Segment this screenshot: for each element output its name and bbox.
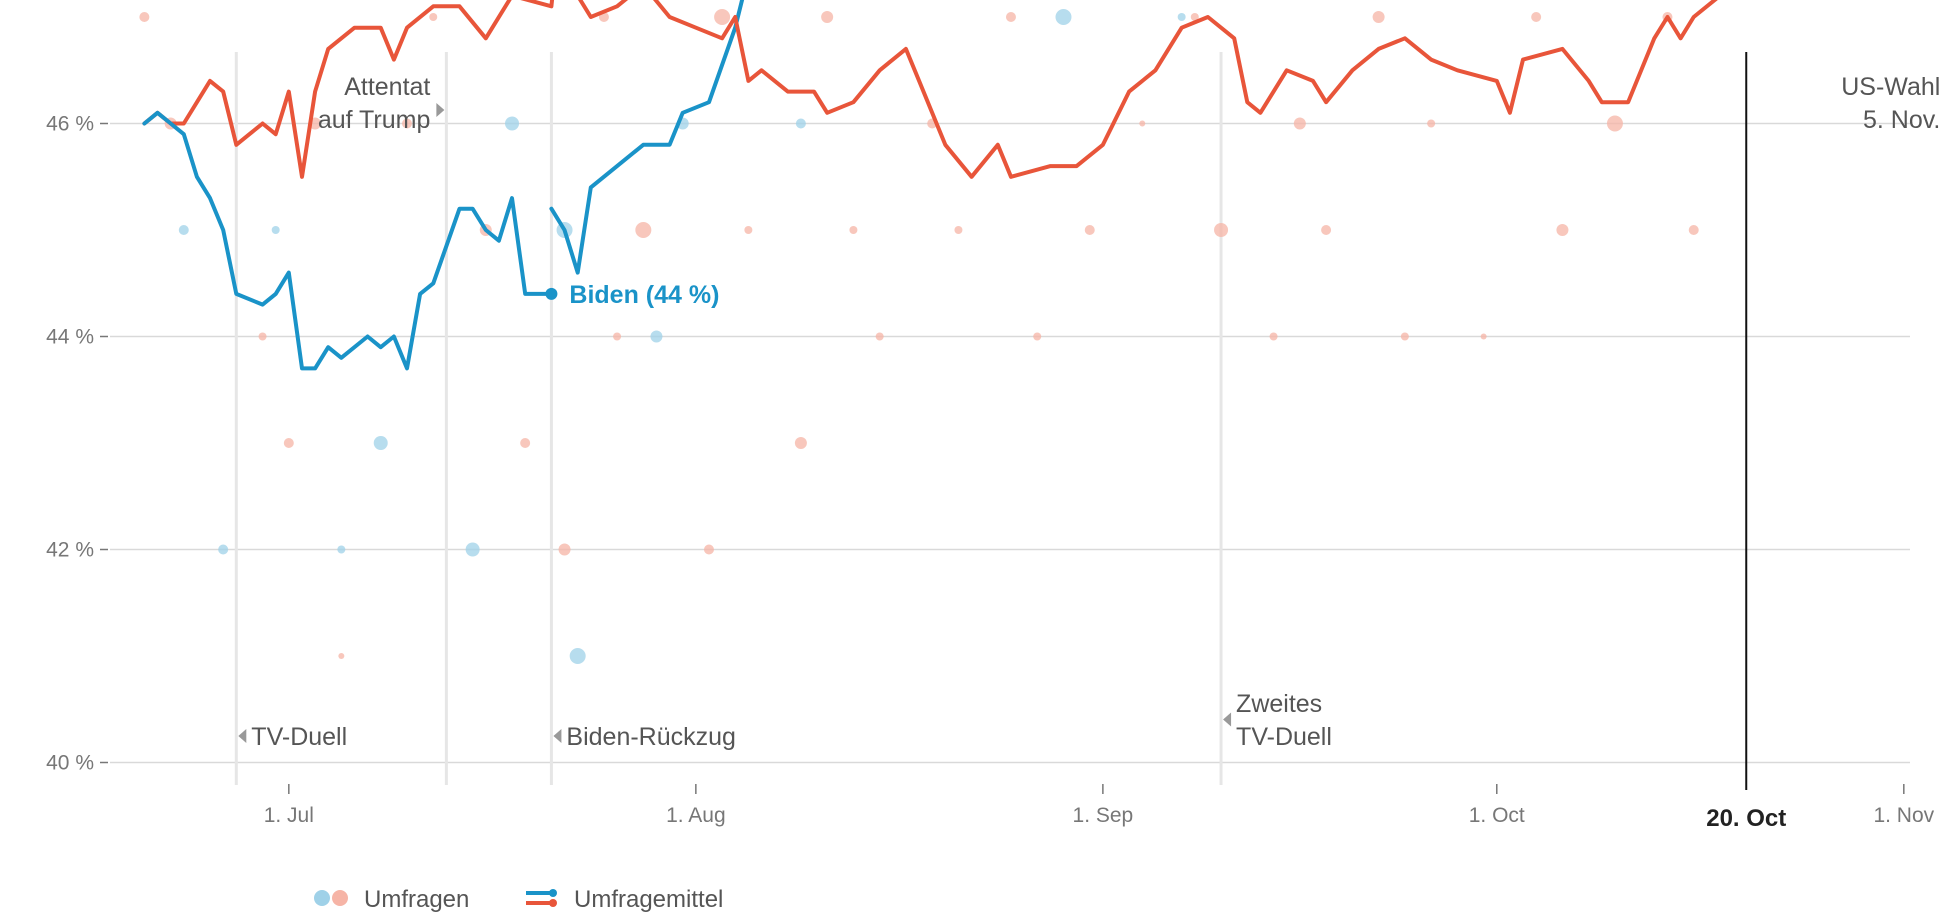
legend-poll-dot-trump [332, 890, 348, 906]
poll-dot-trump [635, 222, 652, 238]
poll-dot-trump [429, 13, 438, 21]
poll-dot-harris [178, 225, 189, 235]
y-tick-label: 42 % [46, 539, 94, 562]
poll-dot-trump [1688, 225, 1699, 235]
event-label: US-Wahl [1841, 73, 1940, 101]
poll-dot-harris [373, 436, 388, 450]
poll-dot-trump [558, 543, 571, 556]
poll-dot-trump [1480, 333, 1487, 340]
poll-dot-trump [1190, 13, 1199, 21]
series-lines [142, 0, 1718, 371]
poll-dot-harris [218, 544, 229, 555]
poll-dot-trump [794, 437, 807, 449]
event-label: auf Trump [318, 106, 431, 134]
legend-polls-label: Umfragen [364, 886, 469, 913]
poll-dot-harris [337, 545, 346, 554]
x-tick-label: 1. Oct [1469, 804, 1525, 827]
poll-dot-trump [1400, 332, 1409, 341]
poll-dot-trump [1139, 120, 1146, 127]
poll-dot-trump [714, 9, 731, 25]
y-tick-label: 40 % [46, 752, 94, 775]
series-end-label-biden: Biden (44 %) [569, 281, 719, 309]
event-label: 5. Nov. [1863, 106, 1940, 134]
event-label: Attentat [344, 73, 430, 101]
poll-dot-trump [1214, 223, 1229, 237]
poll-dot-trump [1269, 332, 1278, 341]
poll-dot-harris [1055, 9, 1072, 25]
poll-dot-trump [1531, 12, 1542, 22]
poll-dot-trump [613, 332, 622, 341]
poll-dot-trump [520, 438, 531, 448]
event-arrow-icon [238, 729, 247, 743]
event-arrow-icon [553, 729, 562, 743]
poll-dot-trump [1033, 332, 1042, 341]
poll-dot-trump [1005, 12, 1016, 22]
poll-dot-harris [650, 330, 663, 343]
x-tick-label: 1. Aug [666, 804, 726, 827]
poll-dot-harris [271, 226, 280, 234]
poll-dot-trump [744, 226, 753, 234]
current-date-label: 20. Oct [1706, 805, 1786, 832]
poll-dot-trump [401, 118, 412, 129]
event-arrow-icon [436, 103, 445, 117]
x-tick-label: 1. Jul [264, 804, 314, 827]
event-labels: TV-Duell Attentat auf Trump Biden-Rückzug Zw… [238, 73, 1940, 751]
poll-dot-trump [1606, 115, 1623, 132]
legend-average-label: Umfragemittel [574, 886, 723, 913]
poll-dot-trump [139, 12, 150, 22]
poll-dot-trump [1321, 225, 1332, 235]
event-label: Zweites [1236, 690, 1322, 718]
x-tick-label: 1. Sep [1073, 804, 1134, 827]
poll-dot-harris [465, 542, 480, 557]
poll-dot-trump [849, 226, 858, 234]
poll-dot-harris [795, 118, 806, 129]
event-label: TV-Duell [251, 723, 347, 751]
series-line-biden [142, 110, 554, 371]
series-end-dot-biden [545, 287, 558, 300]
legend-dot-harris [549, 889, 557, 897]
poll-dot-harris [1177, 13, 1186, 21]
poll-dot-trump [283, 438, 294, 448]
poll-dot-harris [569, 648, 586, 664]
poll-dot-trump [875, 332, 884, 341]
legend-dot-trump [549, 899, 557, 907]
event-lines [234, 52, 1223, 785]
y-tick-label: 46 % [46, 113, 94, 136]
poll-dot-trump [1427, 119, 1436, 128]
poll-dot-trump [1556, 224, 1569, 236]
event-arrow-icon [1223, 712, 1232, 727]
poll-dot-trump [954, 226, 963, 234]
poll-dot-trump [821, 11, 834, 23]
poll-dot-trump [1084, 225, 1095, 235]
poll-dot-trump [338, 653, 345, 659]
series-end-labels: Harris (49 %)Trump (48 %)Biden (44 %) [569, 281, 719, 309]
series-line-trump [142, 0, 1718, 179]
poll-dot-trump [703, 544, 714, 555]
poll-dot-harris [505, 116, 520, 131]
event-label: Biden-Rückzug [566, 723, 736, 751]
legend: Umfragen Umfragemittel [314, 886, 723, 913]
legend-poll-dot-harris [314, 890, 330, 906]
x-tick-label: 1. Nov [1873, 804, 1934, 827]
event-label: TV-Duell [1236, 723, 1332, 751]
poll-dot-trump [258, 332, 267, 341]
y-tick-label: 44 % [46, 326, 94, 349]
poll-dot-trump [1372, 11, 1385, 23]
poll-dot-trump [1293, 117, 1306, 130]
